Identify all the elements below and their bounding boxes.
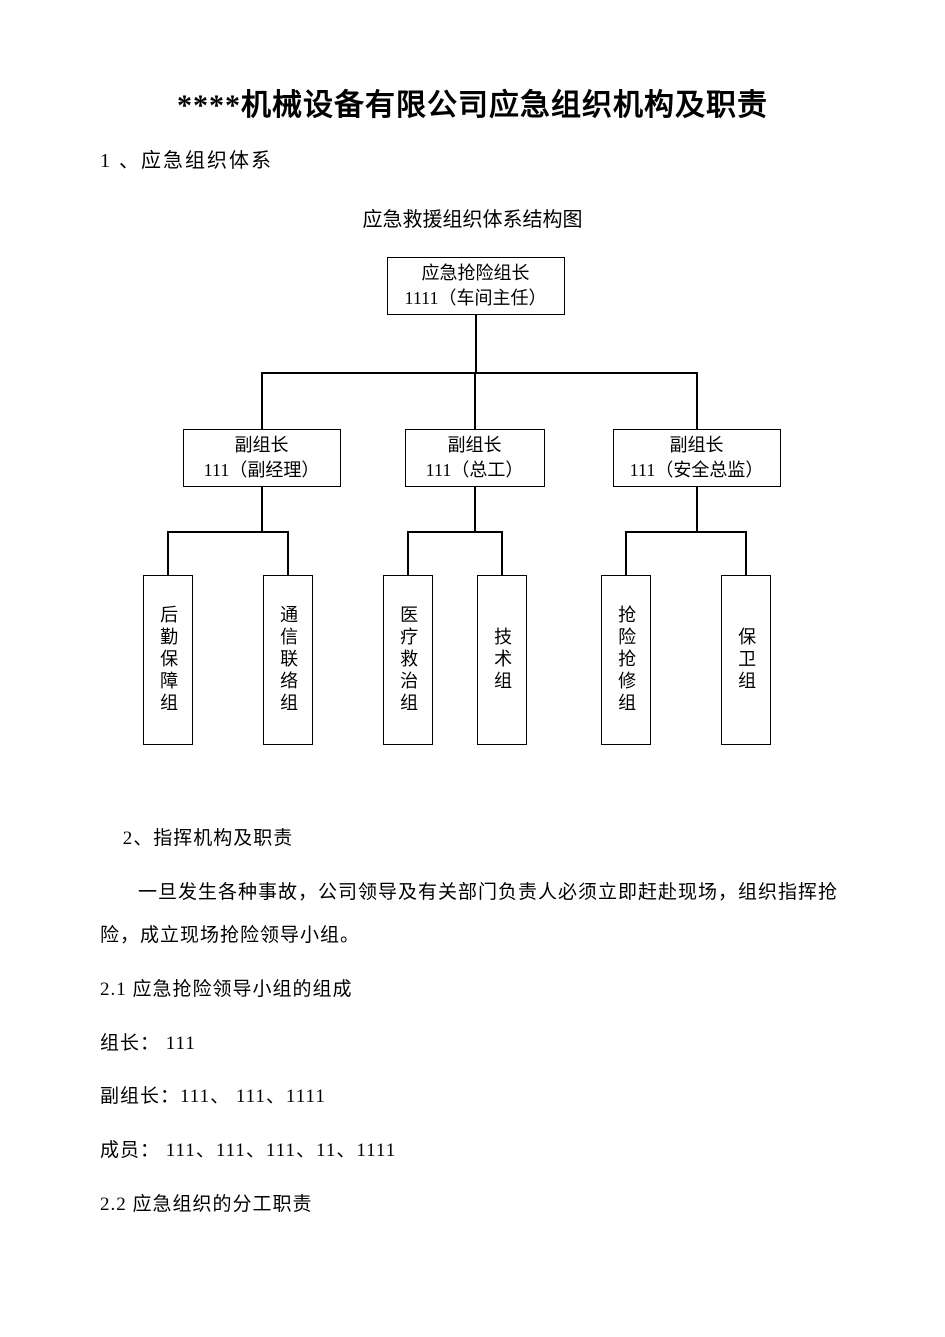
chart-caption: 应急救援组织体系结构图 xyxy=(100,203,845,232)
section-2-paragraph: 一旦发生各种事故，公司领导及有关部门负责人必须立即赶赴现场，组织指挥抢险，成立现… xyxy=(100,871,845,958)
edge-d1-down xyxy=(261,487,263,531)
node-d3-line2: 111（安全总监） xyxy=(614,458,780,483)
node-d2-line1: 副组长 xyxy=(406,433,544,458)
edge-d3-down xyxy=(696,487,698,531)
node-d2-line2: 111（总工） xyxy=(406,458,544,483)
member-line: 成员： 111、111、111、11、1111 xyxy=(100,1129,845,1173)
node-d3-line1: 副组长 xyxy=(614,433,780,458)
node-root: 应急抢险组长 1111（车间主任） xyxy=(387,257,565,315)
document-page: ****机械设备有限公司应急组织机构及职责 1 、应急组织体系 应急救援组织体系… xyxy=(0,0,945,1337)
section-2-2-heading: 2.2 应急组织的分工职责 xyxy=(100,1183,845,1227)
edge-root-d2 xyxy=(474,372,476,429)
node-group-3: 医疗救治组 xyxy=(383,575,433,745)
node-deputy-1: 副组长 111（副经理） xyxy=(183,429,341,487)
node-d1-line2: 111（副经理） xyxy=(184,458,340,483)
edge-d2-g4 xyxy=(501,531,503,575)
body-text-block: 2、指挥机构及职责 一旦发生各种事故，公司领导及有关部门负责人必须立即赶赴现场，… xyxy=(100,817,845,1227)
node-group-1: 后勤保障组 xyxy=(143,575,193,745)
node-root-line1: 应急抢险组长 xyxy=(388,261,564,286)
edge-d3-g5 xyxy=(625,531,627,575)
edge-d1-g2 xyxy=(287,531,289,575)
node-group-6: 保卫组 xyxy=(721,575,771,745)
edge-root-down xyxy=(475,315,477,372)
edge-bus-d2 xyxy=(408,531,503,533)
edge-d3-g6 xyxy=(745,531,747,575)
section-2-1-heading: 2.1 应急抢险领导小组的组成 xyxy=(100,968,845,1012)
org-chart: 应急抢险组长 1111（车间主任） 副组长 111（副经理） 副组长 111（总… xyxy=(103,257,843,767)
edge-root-d1 xyxy=(261,372,263,429)
edge-bus-d3 xyxy=(626,531,747,533)
section-2-heading: 2、指挥机构及职责 xyxy=(100,817,845,861)
node-group-2: 通信联络组 xyxy=(263,575,313,745)
node-group-4: 技术组 xyxy=(477,575,527,745)
section-1-heading: 1 、应急组织体系 xyxy=(100,144,845,173)
deputy-line: 副组长：111、 111、1111 xyxy=(100,1075,845,1119)
node-group-5: 抢险抢修组 xyxy=(601,575,651,745)
edge-d2-down xyxy=(474,487,476,531)
document-title: ****机械设备有限公司应急组织机构及职责 xyxy=(100,80,845,124)
edge-root-d3 xyxy=(696,372,698,429)
node-root-line2: 1111（车间主任） xyxy=(388,286,564,311)
edge-d2-g3 xyxy=(407,531,409,575)
leader-line: 组长： 111 xyxy=(100,1022,845,1066)
edge-bus-d1 xyxy=(168,531,289,533)
edge-bus-deputies xyxy=(262,372,698,374)
node-d1-line1: 副组长 xyxy=(184,433,340,458)
node-deputy-2: 副组长 111（总工） xyxy=(405,429,545,487)
edge-d1-g1 xyxy=(167,531,169,575)
node-deputy-3: 副组长 111（安全总监） xyxy=(613,429,781,487)
